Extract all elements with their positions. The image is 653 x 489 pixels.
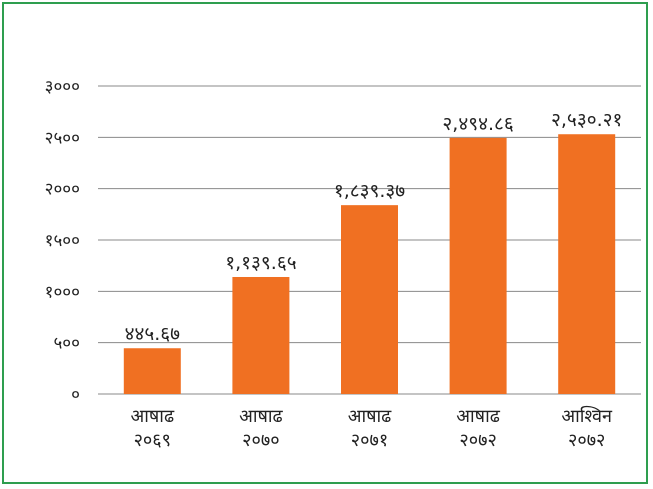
x-tick-label: २०७२ (459, 430, 496, 451)
y-tick-label: १००० (45, 282, 80, 302)
x-tick-label: आषाढ (130, 406, 174, 427)
data-label: २,४९४.८६ (442, 113, 513, 135)
x-tick-label: आश्विन (561, 405, 613, 427)
bar (232, 276, 290, 394)
bar (558, 134, 616, 395)
x-tick-label: २०७० (242, 430, 279, 451)
y-tick-label: १५०० (45, 231, 80, 251)
x-tick-label: २०७१ (351, 430, 388, 451)
data-label: १,१३९.६५ (225, 252, 296, 274)
data-label: २,५३०.२१ (551, 109, 622, 131)
y-tick-label: २००० (45, 180, 80, 200)
y-tick-label: २५०० (45, 128, 80, 148)
x-tick-label: २०६९ (134, 430, 171, 451)
bar (123, 348, 181, 394)
x-tick-label: आषाढ (348, 406, 392, 427)
x-tick-label: आषाढ (456, 406, 500, 427)
gridlines (98, 85, 641, 395)
y-tick-label: ० (71, 385, 80, 405)
y-tick-label: ५०० (53, 334, 80, 354)
data-label: ४४५.६७ (125, 323, 181, 345)
bar (341, 205, 398, 394)
x-tick-label: २०७२ (568, 430, 605, 451)
x-tick-label: आषाढ (239, 406, 283, 427)
labels: ० ५०० १००० १५०० २००० २५०० ३००० ४४५.६७ आषाढ २०६९ १,… (45, 77, 623, 451)
y-tick-label: ३००० (45, 77, 80, 97)
chart-frame (2, 2, 648, 484)
bar (449, 137, 507, 395)
data-label: १,८३९.३७ (334, 180, 405, 202)
bars (123, 134, 616, 395)
